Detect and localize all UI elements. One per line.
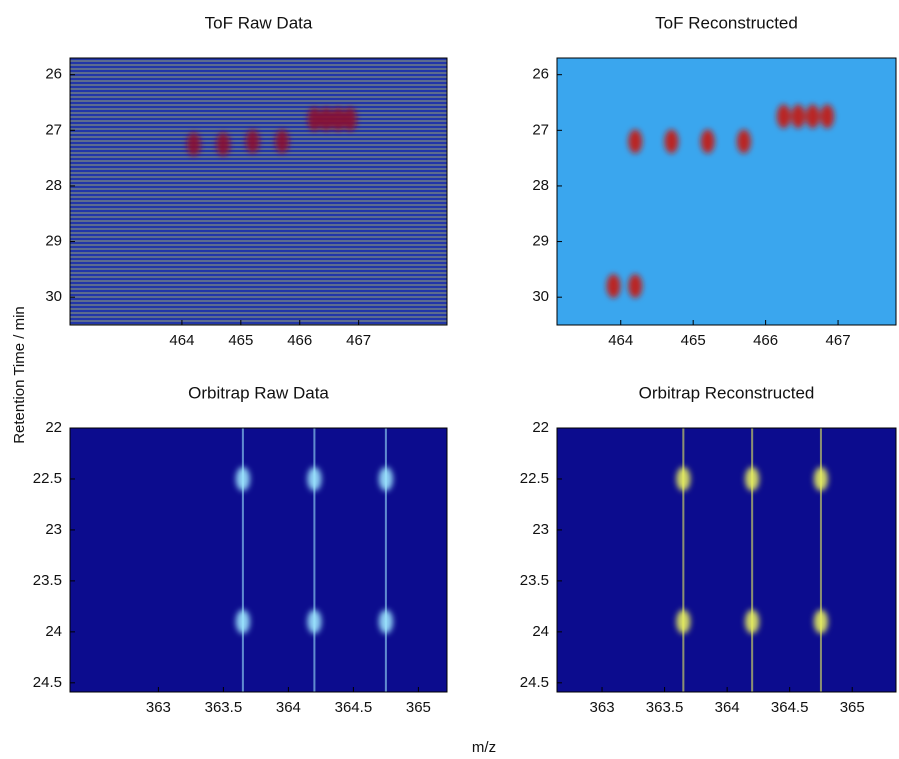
panel-title: ToF Raw Data <box>205 13 313 32</box>
x-tick-label: 364 <box>715 699 740 716</box>
x-tick-label: 465 <box>228 332 253 349</box>
y-axis-label: Retention Time / min <box>11 306 28 444</box>
peak <box>813 466 828 491</box>
x-tick-label: 363.5 <box>646 699 684 716</box>
blobs <box>235 466 393 634</box>
x-axis-label: m/z <box>472 739 496 756</box>
peak <box>331 107 346 132</box>
peak <box>736 129 751 154</box>
x-tick-label: 464 <box>169 332 194 349</box>
plot-area <box>557 428 896 692</box>
x-tick-label: 466 <box>287 332 312 349</box>
y-tick-label: 22 <box>45 419 62 436</box>
x-tick-label: 363.5 <box>205 699 243 716</box>
x-tick-label: 365 <box>840 699 865 716</box>
peak <box>245 129 260 154</box>
x-tick-label: 467 <box>346 332 371 349</box>
scan-stripes <box>70 58 447 325</box>
y-tick-label: 28 <box>532 177 549 194</box>
y-tick-label: 28 <box>45 177 62 194</box>
y-tick-label: 26 <box>45 66 62 83</box>
plot-frame <box>69 427 448 693</box>
y-tick-label: 30 <box>532 288 549 305</box>
y-tick-label: 24.5 <box>33 674 62 691</box>
peak <box>307 107 322 132</box>
peak <box>378 466 393 491</box>
peak <box>676 609 691 634</box>
plot-frame <box>556 427 897 693</box>
x-tick-label: 464 <box>608 332 633 349</box>
peak <box>745 466 760 491</box>
plot-area <box>557 58 896 325</box>
y-tick-label: 23 <box>532 521 549 538</box>
blobs <box>606 104 835 299</box>
plot-area <box>70 428 447 692</box>
blobs <box>186 107 357 157</box>
plot-frame <box>69 57 448 326</box>
x-tick-label: 363 <box>590 699 615 716</box>
y-tick-label: 26 <box>532 66 549 83</box>
y-tick-label: 27 <box>45 121 62 138</box>
y-tick-label: 27 <box>532 121 549 138</box>
peak <box>813 609 828 634</box>
heatmap-background <box>557 428 896 692</box>
y-tick-label: 24 <box>532 623 549 640</box>
peak <box>820 104 835 129</box>
x-tick-label: 467 <box>826 332 851 349</box>
x-tick-label: 364.5 <box>335 699 373 716</box>
peak <box>676 466 691 491</box>
peak <box>776 104 791 129</box>
x-tick-label: 364 <box>276 699 301 716</box>
peak <box>319 107 334 132</box>
peak <box>606 274 621 299</box>
y-tick-label: 23 <box>45 521 62 538</box>
peak <box>342 107 357 132</box>
y-tick-label: 24.5 <box>520 674 549 691</box>
x-tick-label: 365 <box>406 699 431 716</box>
peak <box>307 609 322 634</box>
plot-area <box>70 58 447 325</box>
y-tick-label: 29 <box>532 233 549 250</box>
peak <box>307 466 322 491</box>
y-tick-label: 22.5 <box>520 470 549 487</box>
blobs <box>676 466 828 634</box>
peak <box>378 609 393 634</box>
peak <box>275 129 290 154</box>
x-tick-label: 465 <box>681 332 706 349</box>
peak <box>700 129 715 154</box>
y-tick-label: 24 <box>45 623 62 640</box>
panel-title: Orbitrap Reconstructed <box>639 383 815 402</box>
peak <box>664 129 679 154</box>
peak <box>745 609 760 634</box>
x-tick-label: 363 <box>146 699 171 716</box>
peak <box>805 104 820 129</box>
peak <box>216 132 231 157</box>
x-tick-label: 466 <box>753 332 778 349</box>
y-tick-label: 22 <box>532 419 549 436</box>
peak <box>628 274 643 299</box>
plot-frame <box>556 57 897 326</box>
peak <box>235 466 250 491</box>
x-tick-label: 364.5 <box>771 699 809 716</box>
y-tick-label: 29 <box>45 233 62 250</box>
panel-title: Orbitrap Raw Data <box>188 383 329 402</box>
y-tick-label: 23.5 <box>33 572 62 589</box>
peak <box>791 104 806 129</box>
peak <box>628 129 643 154</box>
peak <box>186 132 201 157</box>
y-tick-label: 23.5 <box>520 572 549 589</box>
y-tick-label: 22.5 <box>33 470 62 487</box>
y-tick-label: 30 <box>45 288 62 305</box>
panel-title: ToF Reconstructed <box>655 13 798 32</box>
peak <box>235 609 250 634</box>
heatmap-background <box>70 428 447 692</box>
